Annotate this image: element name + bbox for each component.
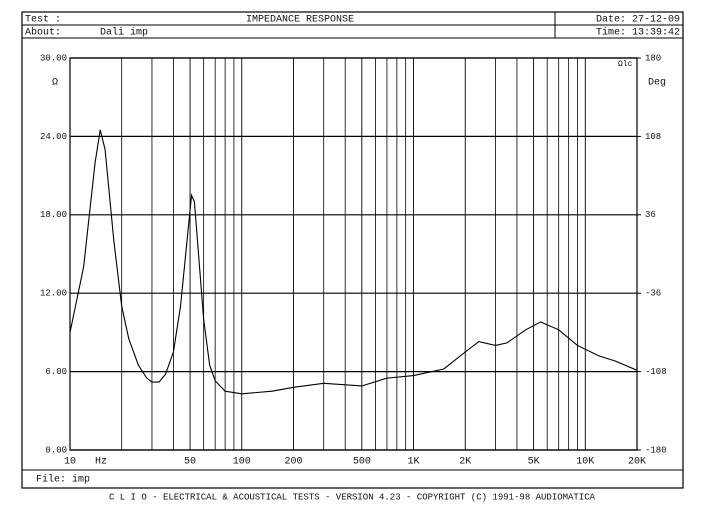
file-label: File: imp	[36, 474, 90, 486]
test-label: Test :	[25, 15, 61, 26]
impedance-curve	[69, 129, 638, 395]
x-unit: Hz	[95, 457, 107, 468]
x-tick-label: 1K	[408, 457, 420, 468]
y2-axis-label: Deg	[648, 78, 666, 89]
y-tick-label: 18.00	[40, 210, 67, 220]
y-tick-label: 30.00	[40, 53, 67, 63]
corner-note: Ωlc	[618, 60, 633, 69]
about-label: About:	[25, 27, 61, 39]
time: Time: 13:39:42	[596, 27, 680, 39]
plot-frame	[69, 57, 638, 451]
x-tick-label: 20K	[628, 457, 646, 468]
y2-tick-label: -108	[645, 367, 667, 377]
y-tick-label: 12.00	[40, 289, 67, 299]
x-tick-label: 2K	[459, 457, 471, 468]
y-tick-label: 24.00	[40, 132, 67, 142]
x-tick-label: 5K	[528, 457, 540, 468]
y2-tick-label: -180	[645, 445, 667, 455]
date: Date: 27-12-09	[596, 15, 680, 26]
y2-tick-label: 108	[645, 132, 661, 142]
x-tick-label: 10K	[576, 457, 594, 468]
chart-title: IMPEDANCE RESPONSE	[246, 15, 354, 26]
x-tick-label: 10	[64, 457, 76, 468]
outer-frame	[21, 11, 684, 489]
x-tick-label: 500	[353, 457, 371, 468]
y2-tick-label: -36	[645, 289, 661, 299]
x-tick-label: 200	[284, 457, 302, 468]
x-tick-label: 50	[184, 457, 196, 468]
y2-tick-label: 180	[645, 53, 661, 63]
y-tick-label: 6.00	[45, 367, 67, 377]
banner: C L I O - ELECTRICAL & ACOUSTICAL TESTS …	[109, 492, 596, 502]
y-axis-label: Ω	[52, 78, 58, 89]
about-value: Dali imp	[100, 27, 148, 39]
x-tick-label: 100	[233, 457, 251, 468]
y-tick-label: 0.00	[45, 445, 67, 455]
y2-tick-label: 36	[645, 210, 656, 220]
